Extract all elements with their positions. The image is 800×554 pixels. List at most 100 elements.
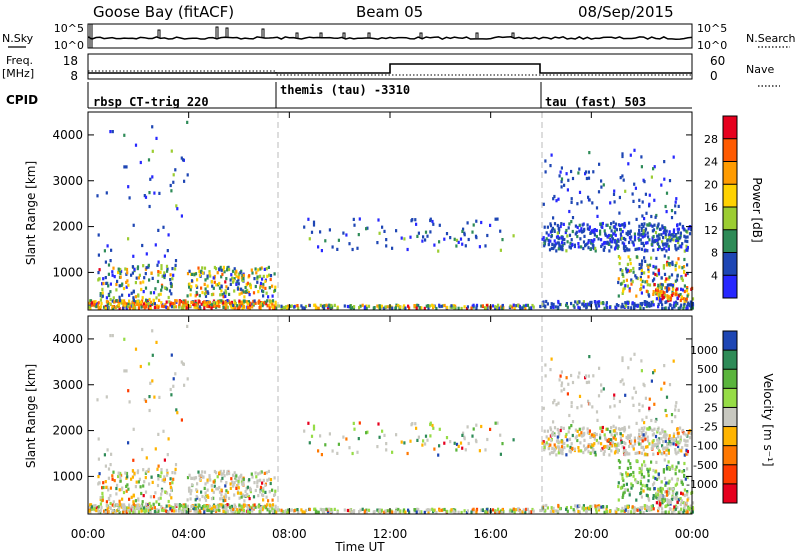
rti-cell	[542, 236, 545, 240]
rti-cell	[588, 151, 591, 155]
rti-cell	[169, 485, 172, 489]
rti-cell	[499, 433, 502, 437]
rti-cell	[353, 305, 356, 309]
rti-cell	[433, 447, 436, 451]
rti-cell	[225, 481, 228, 485]
rti-cell	[154, 447, 157, 451]
rti-cell	[543, 225, 546, 229]
rti-cell	[496, 421, 499, 425]
rti-cell	[138, 273, 141, 277]
rti-cell	[574, 504, 577, 508]
rti-cell	[648, 406, 651, 410]
rti-cell	[567, 430, 570, 434]
rti-cell	[614, 426, 617, 430]
rti-cell	[269, 277, 272, 282]
rti-cell	[659, 489, 662, 493]
rti-cell	[128, 497, 131, 501]
rti-cell	[125, 165, 128, 169]
rti-cell	[153, 302, 156, 306]
rti-cell	[621, 223, 624, 227]
rti-cell	[642, 511, 645, 515]
rti-cell	[521, 306, 524, 310]
rti-cell	[366, 226, 369, 230]
rti-cell	[595, 510, 598, 514]
rti-cell	[264, 286, 267, 290]
rti-cell	[642, 448, 645, 452]
rti-cell	[466, 425, 469, 429]
rti-cell	[104, 306, 107, 310]
rti-cell	[132, 223, 135, 227]
rti-cell	[657, 493, 660, 497]
rti-cell	[115, 282, 118, 287]
rti-cell	[218, 471, 221, 475]
rti-cell	[198, 498, 201, 502]
rti-cell	[662, 446, 665, 450]
rti-cell	[114, 509, 117, 513]
rti-cell	[137, 276, 140, 280]
rti-cell	[555, 453, 558, 457]
rti-cell	[286, 306, 289, 310]
rti-cell	[178, 504, 181, 508]
rti-cell	[171, 277, 174, 281]
rti-cell	[566, 444, 569, 448]
rti-cell	[240, 300, 243, 305]
rti-cell	[246, 492, 249, 497]
rti-cell	[680, 507, 683, 511]
rti-cell	[254, 267, 257, 271]
rti-cell	[194, 498, 197, 502]
rti-cell	[621, 230, 624, 234]
rti-cell	[237, 276, 240, 280]
rti-cell	[675, 440, 678, 444]
rti-cell	[247, 300, 250, 304]
rti-cell	[665, 490, 668, 494]
rti-cell	[472, 305, 475, 309]
rti-cell	[615, 242, 618, 246]
rti-cell	[528, 510, 531, 514]
rti-cell	[494, 305, 497, 309]
rti-cell	[127, 509, 130, 513]
rti-cell	[570, 404, 573, 408]
rti-cell	[629, 473, 632, 477]
rti-cell	[222, 505, 225, 509]
rti-cell	[638, 466, 641, 471]
rti-cell	[170, 189, 173, 193]
rti-cell	[499, 248, 502, 252]
rti-cell	[406, 451, 409, 456]
rti-cell	[134, 347, 138, 351]
rti-cell	[674, 408, 677, 412]
freq-series	[88, 63, 692, 74]
rti-cell	[249, 282, 252, 286]
rti-cell	[462, 227, 465, 231]
rti-cell	[220, 268, 223, 272]
rti-cell	[546, 225, 549, 229]
rti-cell	[623, 242, 626, 246]
rti-cell	[226, 299, 229, 303]
rti-cell	[103, 305, 106, 309]
rti-cell	[620, 282, 623, 286]
rti-cell	[210, 510, 213, 514]
rti-cell	[624, 301, 627, 305]
rti-cell	[663, 228, 666, 232]
rti-cell	[320, 453, 323, 457]
rti-cell	[638, 238, 641, 242]
rti-cell	[660, 480, 663, 484]
rti-cell	[571, 229, 574, 234]
rti-cell	[195, 284, 198, 288]
rti-cell	[597, 237, 600, 241]
rti-cell	[134, 485, 137, 489]
rti-cell	[395, 229, 398, 233]
rti-cell	[373, 306, 376, 310]
rti-cell	[88, 305, 91, 309]
rti-cell	[640, 265, 643, 269]
rti-cell	[652, 439, 655, 443]
rti-cell	[185, 306, 188, 310]
rti-cell	[252, 291, 256, 295]
rti-cell	[625, 435, 628, 439]
rti-cell	[641, 418, 644, 422]
rti-cell	[172, 173, 175, 177]
rti-cell	[268, 490, 271, 494]
rti-cell	[136, 471, 139, 475]
rti-cell	[509, 304, 512, 308]
noise-sky-label: N.Sky	[2, 32, 34, 45]
rti-cell	[662, 430, 665, 434]
